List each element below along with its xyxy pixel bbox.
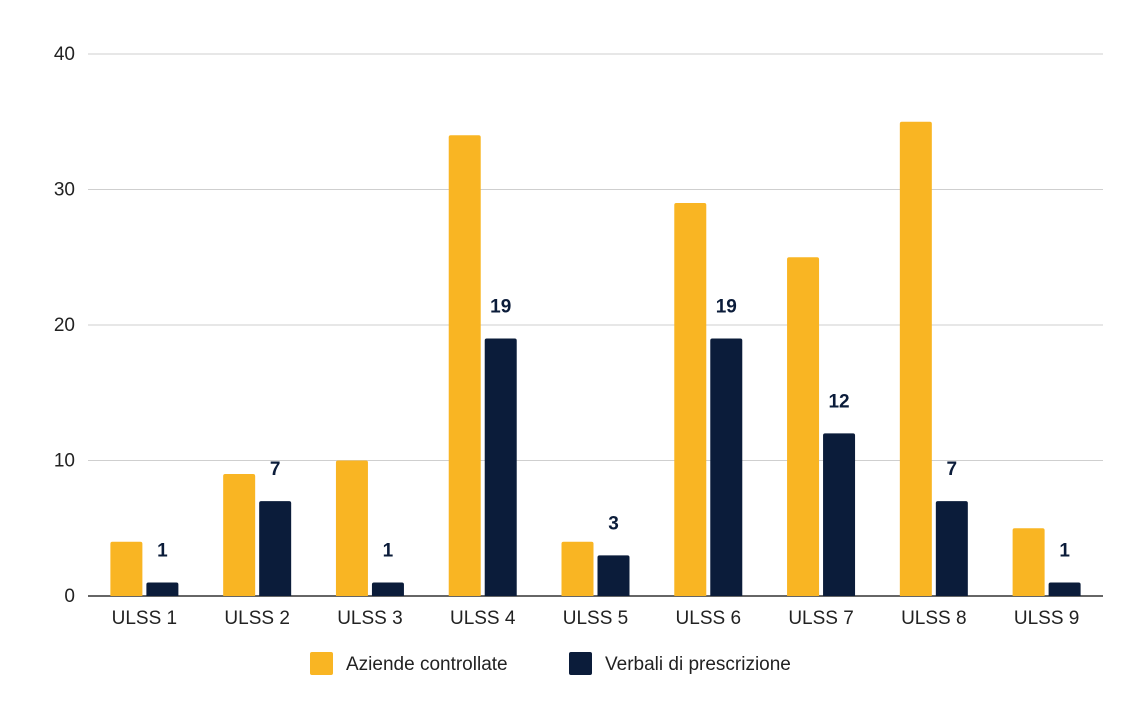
gridlines [88, 53, 1103, 597]
data-label: 12 [828, 391, 849, 412]
data-labels: 1 7 1 19 3 19 12 7 1 [157, 297, 1070, 562]
bar-aziende [787, 257, 820, 596]
data-label: 3 [608, 513, 619, 534]
bar-aziende [335, 460, 368, 596]
data-label: 1 [157, 540, 168, 561]
y-axis-tick-labels: 0 10 20 30 40 [54, 44, 75, 607]
legend-label: Verbali di prescrizione [605, 654, 791, 675]
bar-verbali [371, 582, 404, 596]
data-label: 19 [716, 297, 737, 318]
legend-swatch [569, 652, 592, 675]
bar-verbali [597, 555, 630, 596]
x-category-label: ULSS 1 [112, 608, 177, 629]
legend: Aziende controllate Verbali di prescrizio… [310, 652, 791, 675]
y-tick-label: 20 [54, 315, 75, 336]
bar-aziende [1012, 528, 1045, 596]
y-tick-label: 30 [54, 180, 75, 201]
x-category-label: ULSS 2 [224, 608, 289, 629]
bar-aziende [899, 121, 932, 596]
data-label: 1 [383, 540, 394, 561]
bars [110, 121, 1081, 597]
legend-label: Aziende controllate [346, 654, 508, 675]
bar-verbali [710, 338, 743, 596]
bar-verbali [484, 338, 517, 596]
bar-verbali [259, 501, 292, 596]
x-category-label: ULSS 6 [676, 608, 741, 629]
bar-verbali [935, 501, 968, 596]
data-label: 1 [1059, 540, 1070, 561]
bar-aziende [110, 541, 143, 596]
data-label: 7 [947, 459, 958, 480]
x-category-label: ULSS 9 [1014, 608, 1079, 629]
x-category-label: ULSS 5 [563, 608, 628, 629]
bar-verbali [823, 433, 856, 596]
data-label: 7 [270, 459, 281, 480]
data-label: 19 [490, 297, 511, 318]
y-tick-label: 10 [54, 451, 75, 472]
legend-swatch [310, 652, 333, 675]
bar-aziende [561, 541, 594, 596]
y-tick-label: 0 [64, 586, 75, 607]
x-axis-category-labels: ULSS 1 ULSS 2 ULSS 3 ULSS 4 ULSS 5 ULSS 6 ULSS… [112, 608, 1080, 629]
bar-aziende [223, 474, 256, 596]
bar-aziende [448, 135, 481, 597]
y-tick-label: 40 [54, 44, 75, 65]
x-category-label: ULSS 7 [788, 608, 853, 629]
x-category-label: ULSS 4 [450, 608, 516, 629]
bar-aziende [674, 203, 707, 597]
x-category-label: ULSS 8 [901, 608, 966, 629]
x-category-label: ULSS 3 [337, 608, 402, 629]
bar-verbali [1048, 582, 1081, 596]
bar-verbali [146, 582, 179, 596]
